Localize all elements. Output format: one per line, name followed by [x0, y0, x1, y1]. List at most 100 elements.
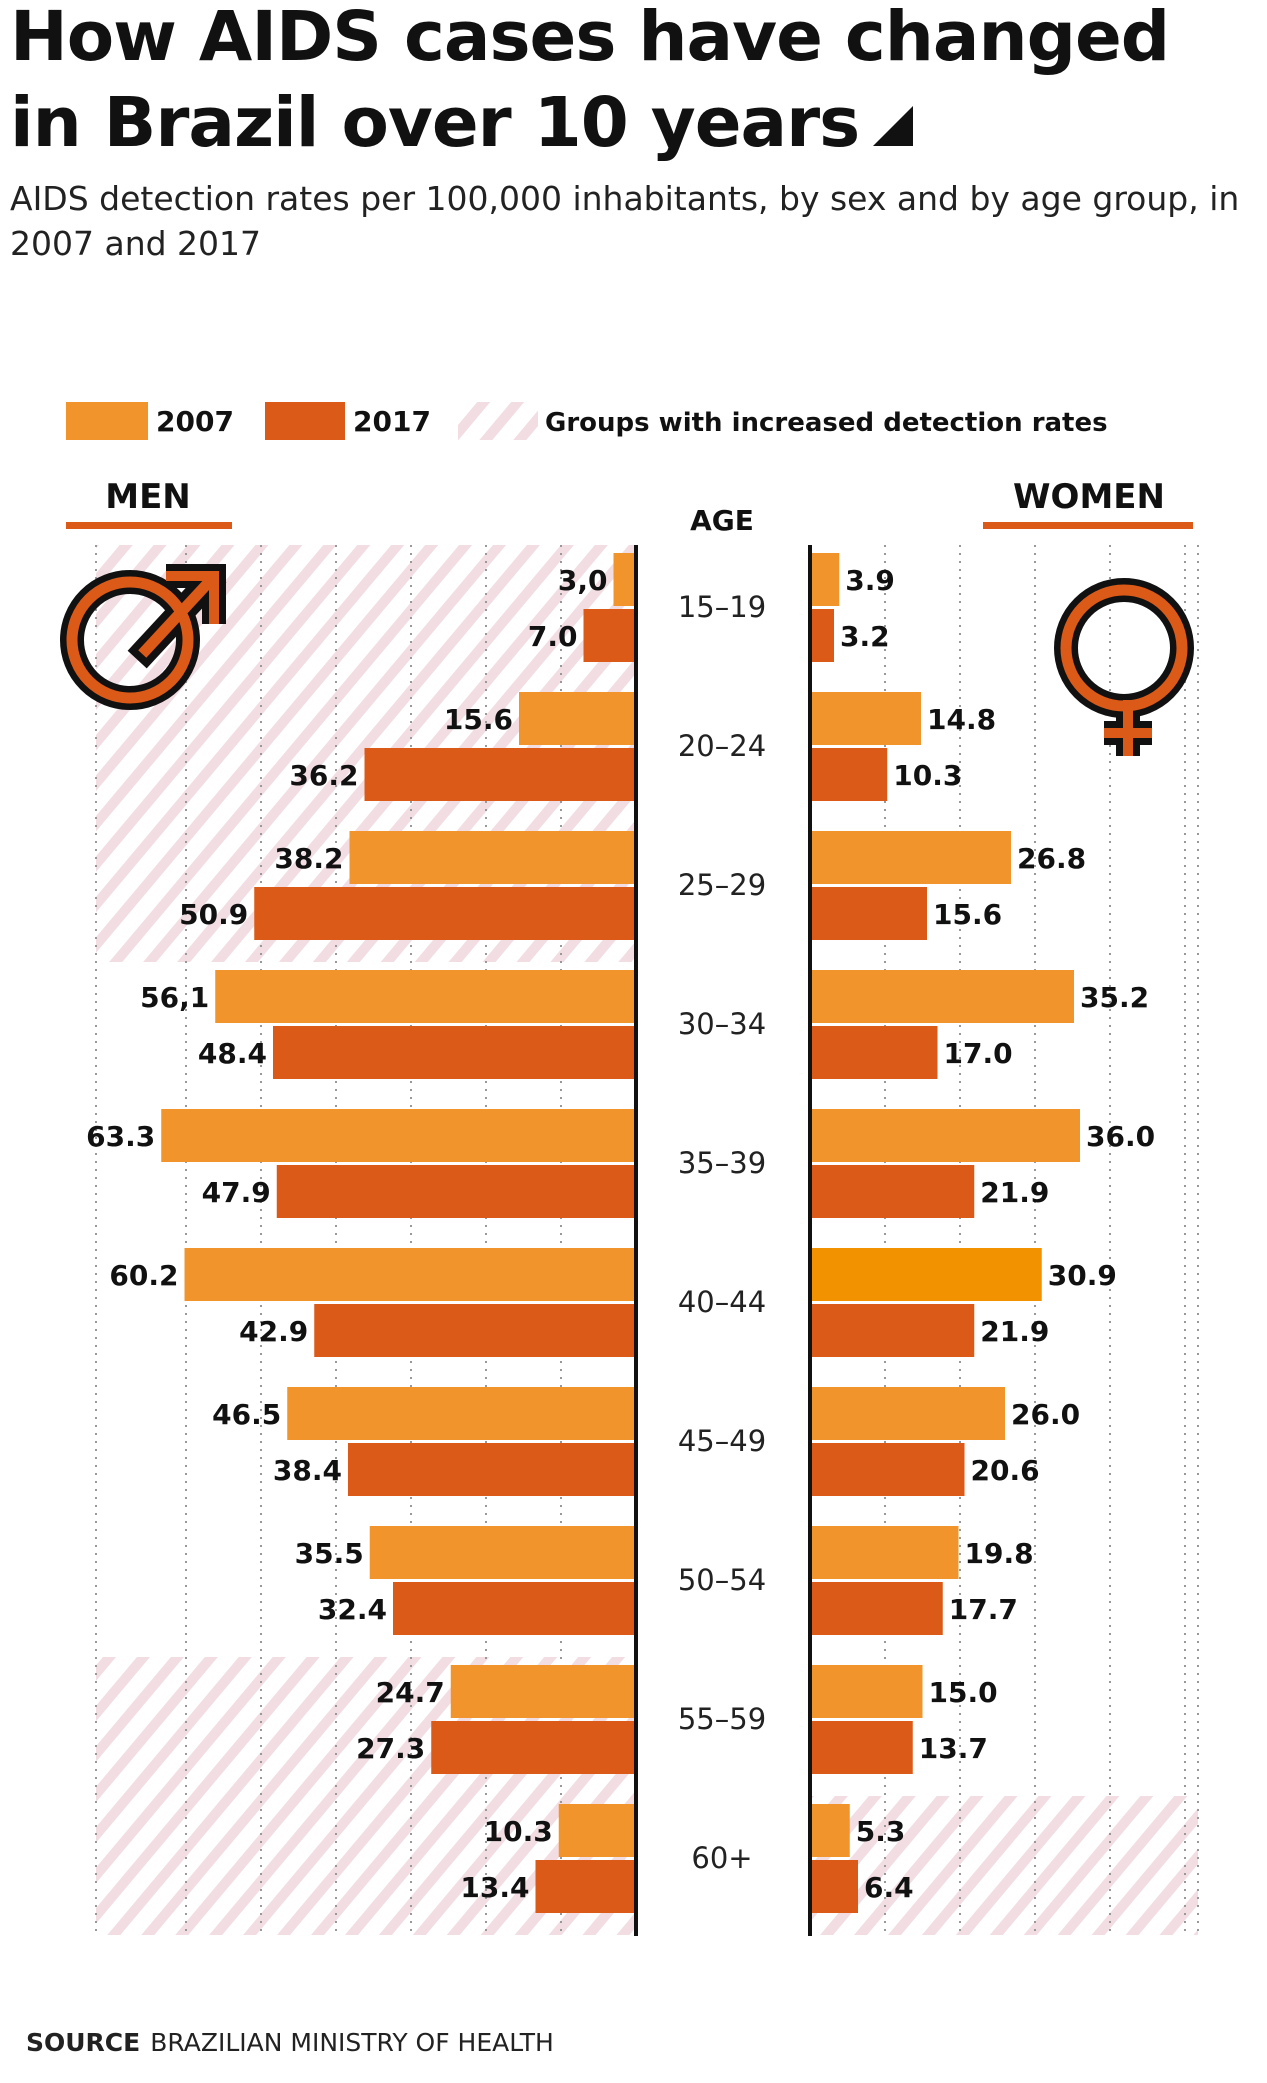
value-label-men-2017-30–34: 48.4	[198, 1037, 267, 1070]
legend-swatch-hatch	[458, 402, 538, 440]
source-note: SOURCE BRAZILIAN MINISTRY OF HEALTH	[26, 2028, 554, 2057]
bar-men-2017-60+	[535, 1860, 636, 1913]
age-label-0: 15–19	[678, 590, 766, 624]
value-label-women-2007-35–39: 36.0	[1086, 1120, 1155, 1153]
value-label-men-2007-35–39: 63.3	[86, 1120, 155, 1153]
bar-men-2017-20–24	[364, 748, 636, 801]
bar-women-2007-30–34	[810, 970, 1074, 1023]
bar-women-2017-40–44	[810, 1304, 975, 1357]
bar-women-2017-45–49	[810, 1443, 965, 1496]
value-label-men-2007-20–24: 15.6	[444, 703, 513, 736]
bar-women-2017-50–54	[810, 1582, 943, 1635]
value-label-women-2017-50–54: 17.7	[949, 1593, 1018, 1626]
bar-women-2007-55–59	[810, 1665, 923, 1718]
bar-women-2007-60+	[810, 1804, 850, 1857]
value-label-men-2017-50–54: 32.4	[318, 1593, 387, 1626]
source-text: BRAZILIAN MINISTRY OF HEALTH	[150, 2028, 554, 2057]
bar-women-2007-40–44	[810, 1248, 1042, 1301]
age-label-5: 40–44	[678, 1285, 766, 1319]
legend-label-2017: 2017	[353, 405, 431, 438]
bar-men-2017-30–34	[273, 1026, 636, 1079]
value-label-men-2007-15–19: 3,0	[558, 564, 608, 597]
age-label-9: 60+	[691, 1841, 752, 1875]
age-label-4: 35–39	[678, 1146, 766, 1180]
age-label-1: 20–24	[678, 729, 766, 763]
value-label-men-2017-35–39: 47.9	[202, 1176, 271, 1209]
value-label-women-2017-20–24: 10.3	[893, 759, 962, 792]
chart-title: How AIDS cases have changed in Brazil ov…	[10, 0, 1170, 163]
value-label-women-2017-25–29: 15.6	[933, 898, 1002, 931]
bar-women-2017-20–24	[810, 748, 888, 801]
bar-men-2007-35–39	[161, 1109, 636, 1162]
age-labels: 15–19 20–24 25–29 30–34 35–39 40–44 45–49 50–54…	[678, 590, 766, 1875]
source-label: SOURCE	[26, 2028, 141, 2057]
value-label-men-2017-15–19: 7.0	[528, 620, 578, 653]
value-label-men-2007-30–34: 56,1	[140, 981, 209, 1014]
bar-men-2007-30–34	[215, 970, 636, 1023]
bar-women-2007-20–24	[810, 692, 921, 745]
age-label-2: 25–29	[678, 868, 766, 902]
bar-men-2017-45–49	[348, 1443, 636, 1496]
value-labels: 3,0 15.6 38.2 56,1 63.3 60.2 46.5 35.5 24.7 10.3 7…	[86, 564, 1155, 1904]
bar-women-2017-25–29	[810, 887, 927, 940]
value-label-women-2007-30–34: 35.2	[1080, 981, 1149, 1014]
bar-women-2017-35–39	[810, 1165, 975, 1218]
value-label-women-2007-45–49: 26.0	[1011, 1398, 1080, 1431]
female-symbol-icon	[1054, 578, 1194, 756]
legend-label-2007: 2007	[156, 405, 234, 438]
value-label-men-2017-60+: 13.4	[460, 1871, 529, 1904]
legend-swatch-2017	[265, 402, 345, 440]
value-label-women-2017-40–44: 21.9	[980, 1315, 1049, 1348]
value-label-women-2007-25–29: 26.8	[1017, 842, 1086, 875]
bar-women-2007-35–39	[810, 1109, 1080, 1162]
value-label-women-2017-15–19: 3.2	[840, 620, 890, 653]
value-label-men-2017-40–44: 42.9	[239, 1315, 308, 1348]
bar-women-2007-15–19	[810, 553, 840, 606]
bar-women-2017-60+	[810, 1860, 858, 1913]
men-header-underline	[66, 522, 232, 529]
legend-label-increased: Groups with increased detection rates	[545, 408, 1108, 438]
bar-men-2007-20–24	[519, 692, 636, 745]
bars	[161, 553, 1080, 1913]
value-label-women-2007-20–24: 14.8	[927, 703, 996, 736]
age-label-3: 30–34	[678, 1007, 766, 1041]
value-label-men-2007-60+: 10.3	[484, 1815, 553, 1848]
value-label-men-2007-25–29: 38.2	[274, 842, 343, 875]
bar-women-2017-15–19	[810, 609, 834, 662]
bar-men-2017-25–29	[254, 887, 636, 940]
value-label-women-2007-60+: 5.3	[856, 1815, 906, 1848]
value-label-women-2007-40–44: 30.9	[1048, 1259, 1117, 1292]
value-label-women-2017-60+: 6.4	[864, 1871, 914, 1904]
male-symbol-icon	[60, 564, 227, 710]
butterfly-chart: 2007 2017 Groups with increased detectio…	[60, 402, 1199, 1936]
women-header-underline	[983, 522, 1193, 529]
value-label-women-2007-55–59: 15.0	[929, 1676, 998, 1709]
bar-men-2017-40–44	[314, 1304, 636, 1357]
bar-men-2007-55–59	[450, 1665, 636, 1718]
bar-men-2017-55–59	[431, 1721, 636, 1774]
value-label-men-2007-45–49: 46.5	[212, 1398, 281, 1431]
value-label-women-2017-55–59: 13.7	[919, 1732, 988, 1765]
legend: 2007 2017 Groups with increased detectio…	[66, 402, 1108, 440]
legend-swatch-2007	[66, 402, 148, 440]
value-label-men-2007-55–59: 24.7	[376, 1676, 445, 1709]
bar-men-2017-50–54	[393, 1582, 636, 1635]
triangle-marker-icon	[873, 106, 914, 146]
bar-men-2007-60+	[558, 1804, 636, 1857]
age-label-6: 45–49	[678, 1424, 766, 1458]
bar-men-2007-25–29	[349, 831, 636, 884]
value-label-men-2007-50–54: 35.5	[295, 1537, 364, 1570]
value-label-women-2017-30–34: 17.0	[944, 1037, 1013, 1070]
value-label-men-2017-55–59: 27.3	[356, 1732, 425, 1765]
hatch-band-women-9	[810, 1796, 1198, 1935]
bar-women-2017-30–34	[810, 1026, 938, 1079]
value-label-men-2007-40–44: 60.2	[109, 1259, 178, 1292]
bar-women-2007-45–49	[810, 1387, 1005, 1440]
value-label-women-2017-45–49: 20.6	[971, 1454, 1040, 1487]
value-label-men-2017-20–24: 36.2	[289, 759, 358, 792]
age-label-7: 50–54	[678, 1563, 766, 1597]
value-label-men-2017-45–49: 38.4	[273, 1454, 342, 1487]
value-label-women-2007-50–54: 19.8	[965, 1537, 1034, 1570]
bar-women-2007-25–29	[810, 831, 1011, 884]
bar-men-2007-40–44	[184, 1248, 636, 1301]
